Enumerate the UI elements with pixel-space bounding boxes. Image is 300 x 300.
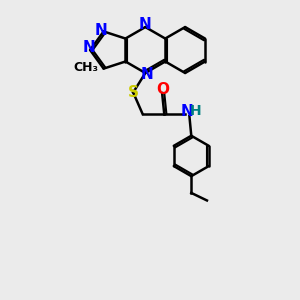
- Text: CH₃: CH₃: [74, 61, 99, 74]
- Text: O: O: [157, 82, 170, 97]
- Text: N: N: [139, 17, 152, 32]
- Text: N: N: [140, 67, 153, 82]
- Text: H: H: [190, 104, 201, 118]
- Text: N: N: [181, 104, 194, 119]
- Text: N: N: [95, 22, 108, 38]
- Text: N: N: [82, 40, 95, 55]
- Text: S: S: [128, 85, 139, 100]
